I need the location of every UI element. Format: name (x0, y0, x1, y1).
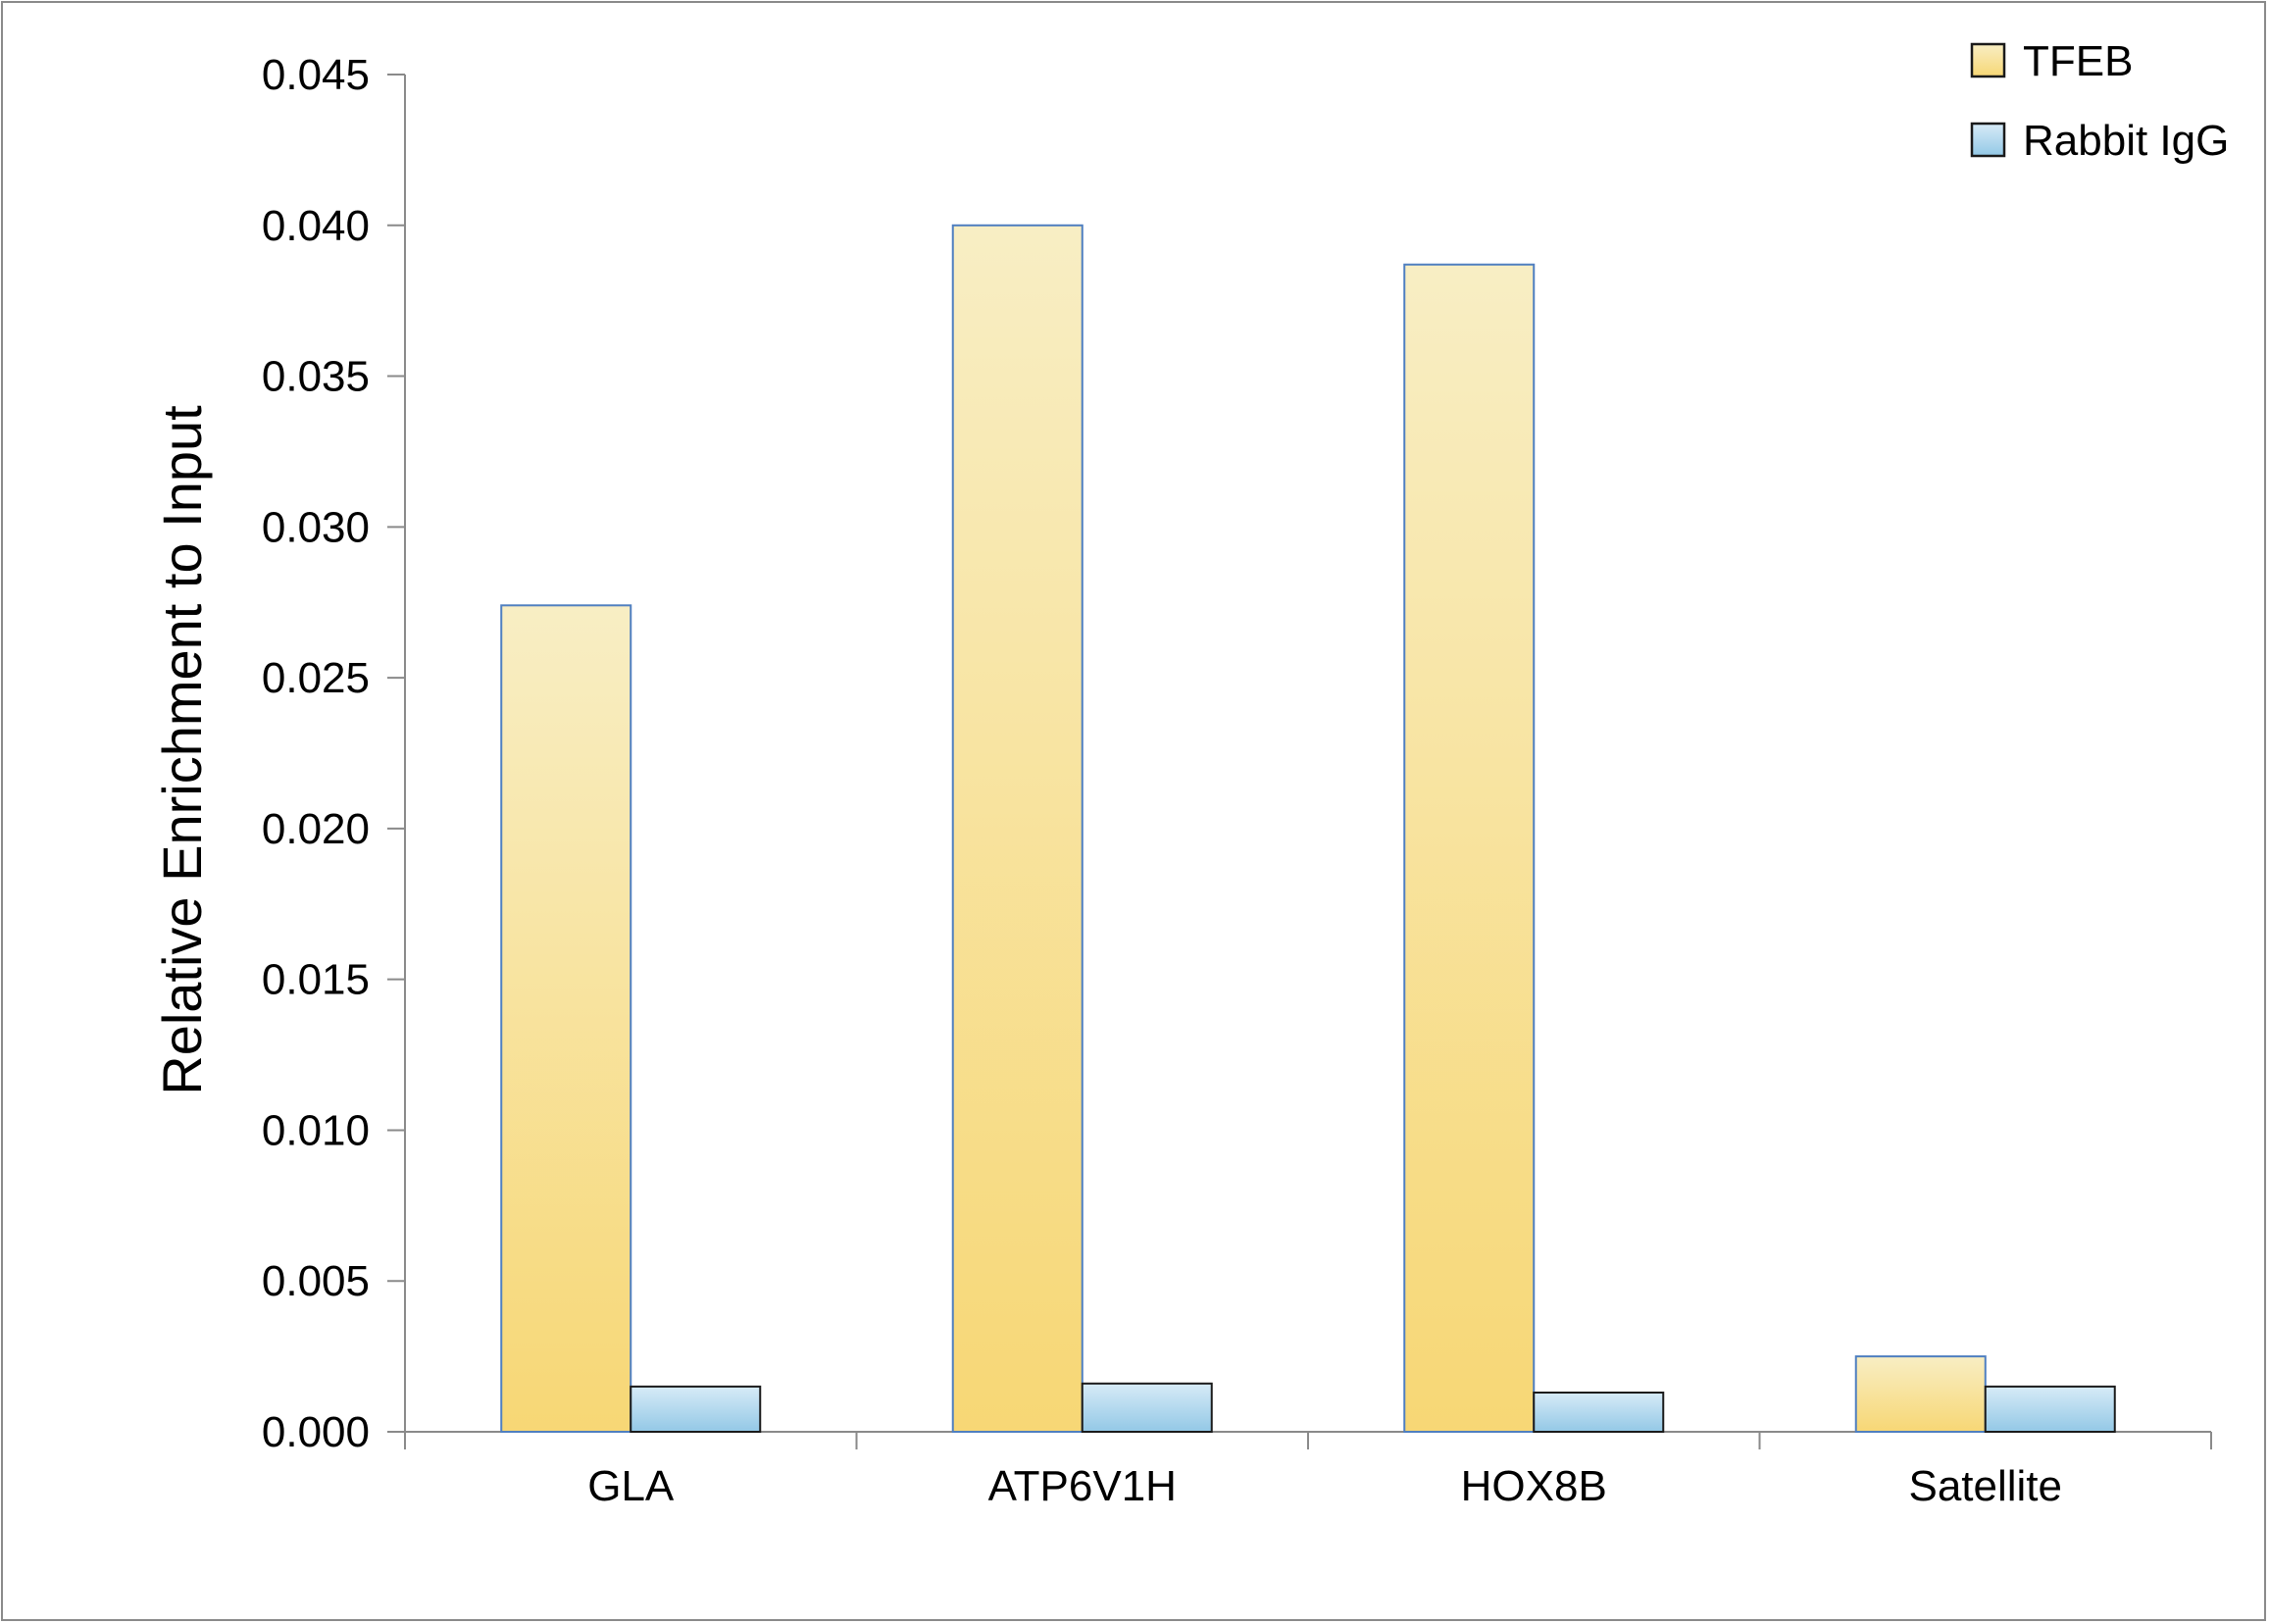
y-axis: 0.000 0.005 0.010 0.015 0.020 0.025 0.030 0.035… (262, 51, 406, 1456)
bars-group (500, 224, 2116, 1434)
legend: TFEB Rabbit IgG (1970, 37, 2229, 165)
y-tick-label: 0.035 (262, 353, 370, 401)
y-tick-label: 0.000 (262, 1408, 370, 1456)
y-tick-label: 0.040 (262, 202, 370, 250)
y-tick-label: 0.020 (262, 805, 370, 853)
y-tick-label: 0.015 (262, 956, 370, 1004)
y-tick-label: 0.025 (262, 654, 370, 702)
x-category-label: Satellite (1908, 1462, 2062, 1510)
legend-label-rabbit-igg: Rabbit IgG (2023, 117, 2229, 165)
x-axis: GLA ATP6V1H HOX8B Satellite (404, 1431, 2212, 1510)
x-category-label: GLA (587, 1462, 675, 1510)
bar-tfeb (1403, 263, 1536, 1433)
bar-tfeb (951, 224, 1084, 1433)
y-tick-label: 0.005 (262, 1257, 370, 1305)
y-tick-label: 0.030 (262, 503, 370, 551)
legend-swatch-tfeb (1970, 42, 2006, 78)
y-axis-label: Relative Enrichment to Input (151, 405, 213, 1095)
bar-rabbit-igg (1081, 1382, 1213, 1434)
y-tick-label: 0.045 (262, 51, 370, 99)
legend-swatch-rabbit-igg (1970, 122, 2006, 158)
x-category-label: ATP6V1H (988, 1462, 1177, 1510)
bar-tfeb (500, 604, 632, 1433)
y-tick-label: 0.010 (262, 1106, 370, 1154)
bar-rabbit-igg (630, 1385, 762, 1434)
legend-label-tfeb: TFEB (2023, 37, 2133, 85)
bar-tfeb (1854, 1355, 1987, 1433)
x-category-label: HOX8B (1461, 1462, 1607, 1510)
bar-rabbit-igg (1984, 1385, 2116, 1434)
bar-rabbit-igg (1533, 1392, 1665, 1434)
